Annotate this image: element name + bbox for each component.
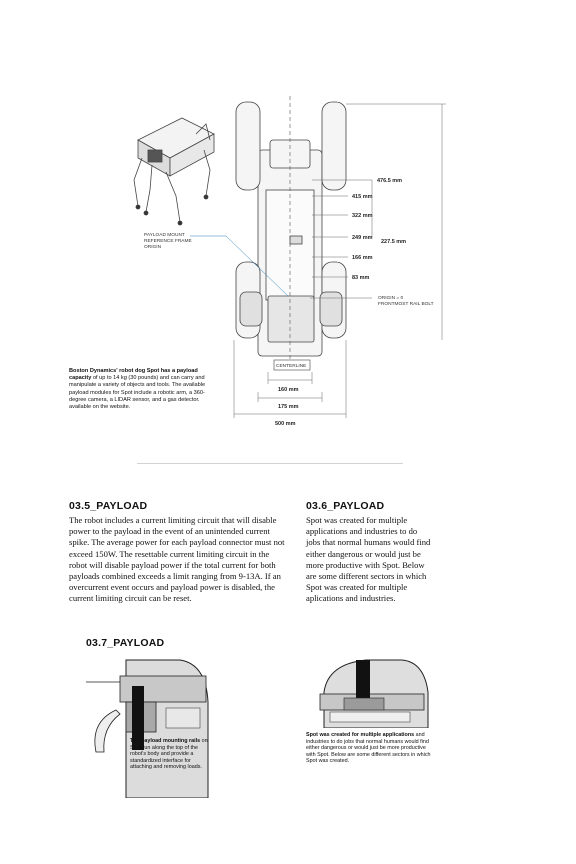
dim-415-label: 415 mm: [352, 194, 373, 200]
origin-label-1: ORIGIN = 0: [378, 295, 404, 301]
dim-322-label: 322 mm: [352, 213, 373, 219]
mounting-rail-detail-left: [86, 652, 212, 798]
section-37-title: 03.7_PAYLOAD: [86, 637, 165, 649]
section-35-title: 03.5_PAYLOAD: [69, 500, 148, 512]
top-caption-text: of up to 14 kg (30 pounds) and can carry…: [69, 375, 206, 411]
figure-left-caption-bold: The payload mounting rails: [130, 738, 201, 744]
top-caption-bold: Boston Dynamics' robot dog Spot has a pa…: [69, 368, 198, 382]
section-36-body: Spot was created for multiple applicatio…: [306, 515, 431, 604]
dim-227-label: 227.5 mm: [381, 239, 406, 245]
figure-right-caption: Spot was created for multiple applicatio…: [306, 732, 432, 765]
dim-500-label: 500 mm: [275, 421, 296, 427]
payload-mount-label-1: PAYLOAD MOUNT: [144, 232, 185, 238]
dim-476-label: 476.5 mm: [377, 178, 402, 184]
figure-left-caption: The payload mounting rails on Spot run a…: [130, 738, 208, 771]
figure-right-caption-text: and industries to do jobs that normal hu…: [306, 732, 431, 765]
figure-left-caption-text: on Spot run along the top of the robot's…: [130, 738, 208, 771]
figure-right-caption-bold: Spot was created for multiple applicatio…: [306, 732, 415, 738]
top-caption: Boston Dynamics' robot dog Spot has a pa…: [69, 368, 221, 411]
robot-top-view: [235, 101, 347, 357]
payload-mount-label-2: REFERENCE FRAME: [144, 238, 192, 244]
dim-249-label: 249 mm: [352, 235, 373, 241]
section-35-body: The robot includes a current limiting ci…: [69, 515, 285, 604]
payload-mount-label-3: ORIGIN: [144, 244, 162, 250]
section-divider: [137, 463, 403, 464]
dim-83-label: 83 mm: [352, 275, 370, 281]
centerline-label: CENTERLINE: [276, 363, 306, 369]
robot-dimension-diagram: CENTERLINE 476.5 mm 415 mm 322 mm 249 mm…: [133, 96, 446, 427]
robot-isometric-illustration: [133, 117, 215, 226]
dim-175-label: 175 mm: [278, 404, 299, 410]
section-36-title: 03.6_PAYLOAD: [306, 500, 385, 512]
dim-160-label: 160 mm: [278, 387, 299, 393]
origin-label-2: FRONTMOST RAIL BOLT: [378, 301, 434, 307]
mounting-rail-detail-right: [306, 652, 432, 728]
dim-166-label: 166 mm: [352, 255, 373, 261]
